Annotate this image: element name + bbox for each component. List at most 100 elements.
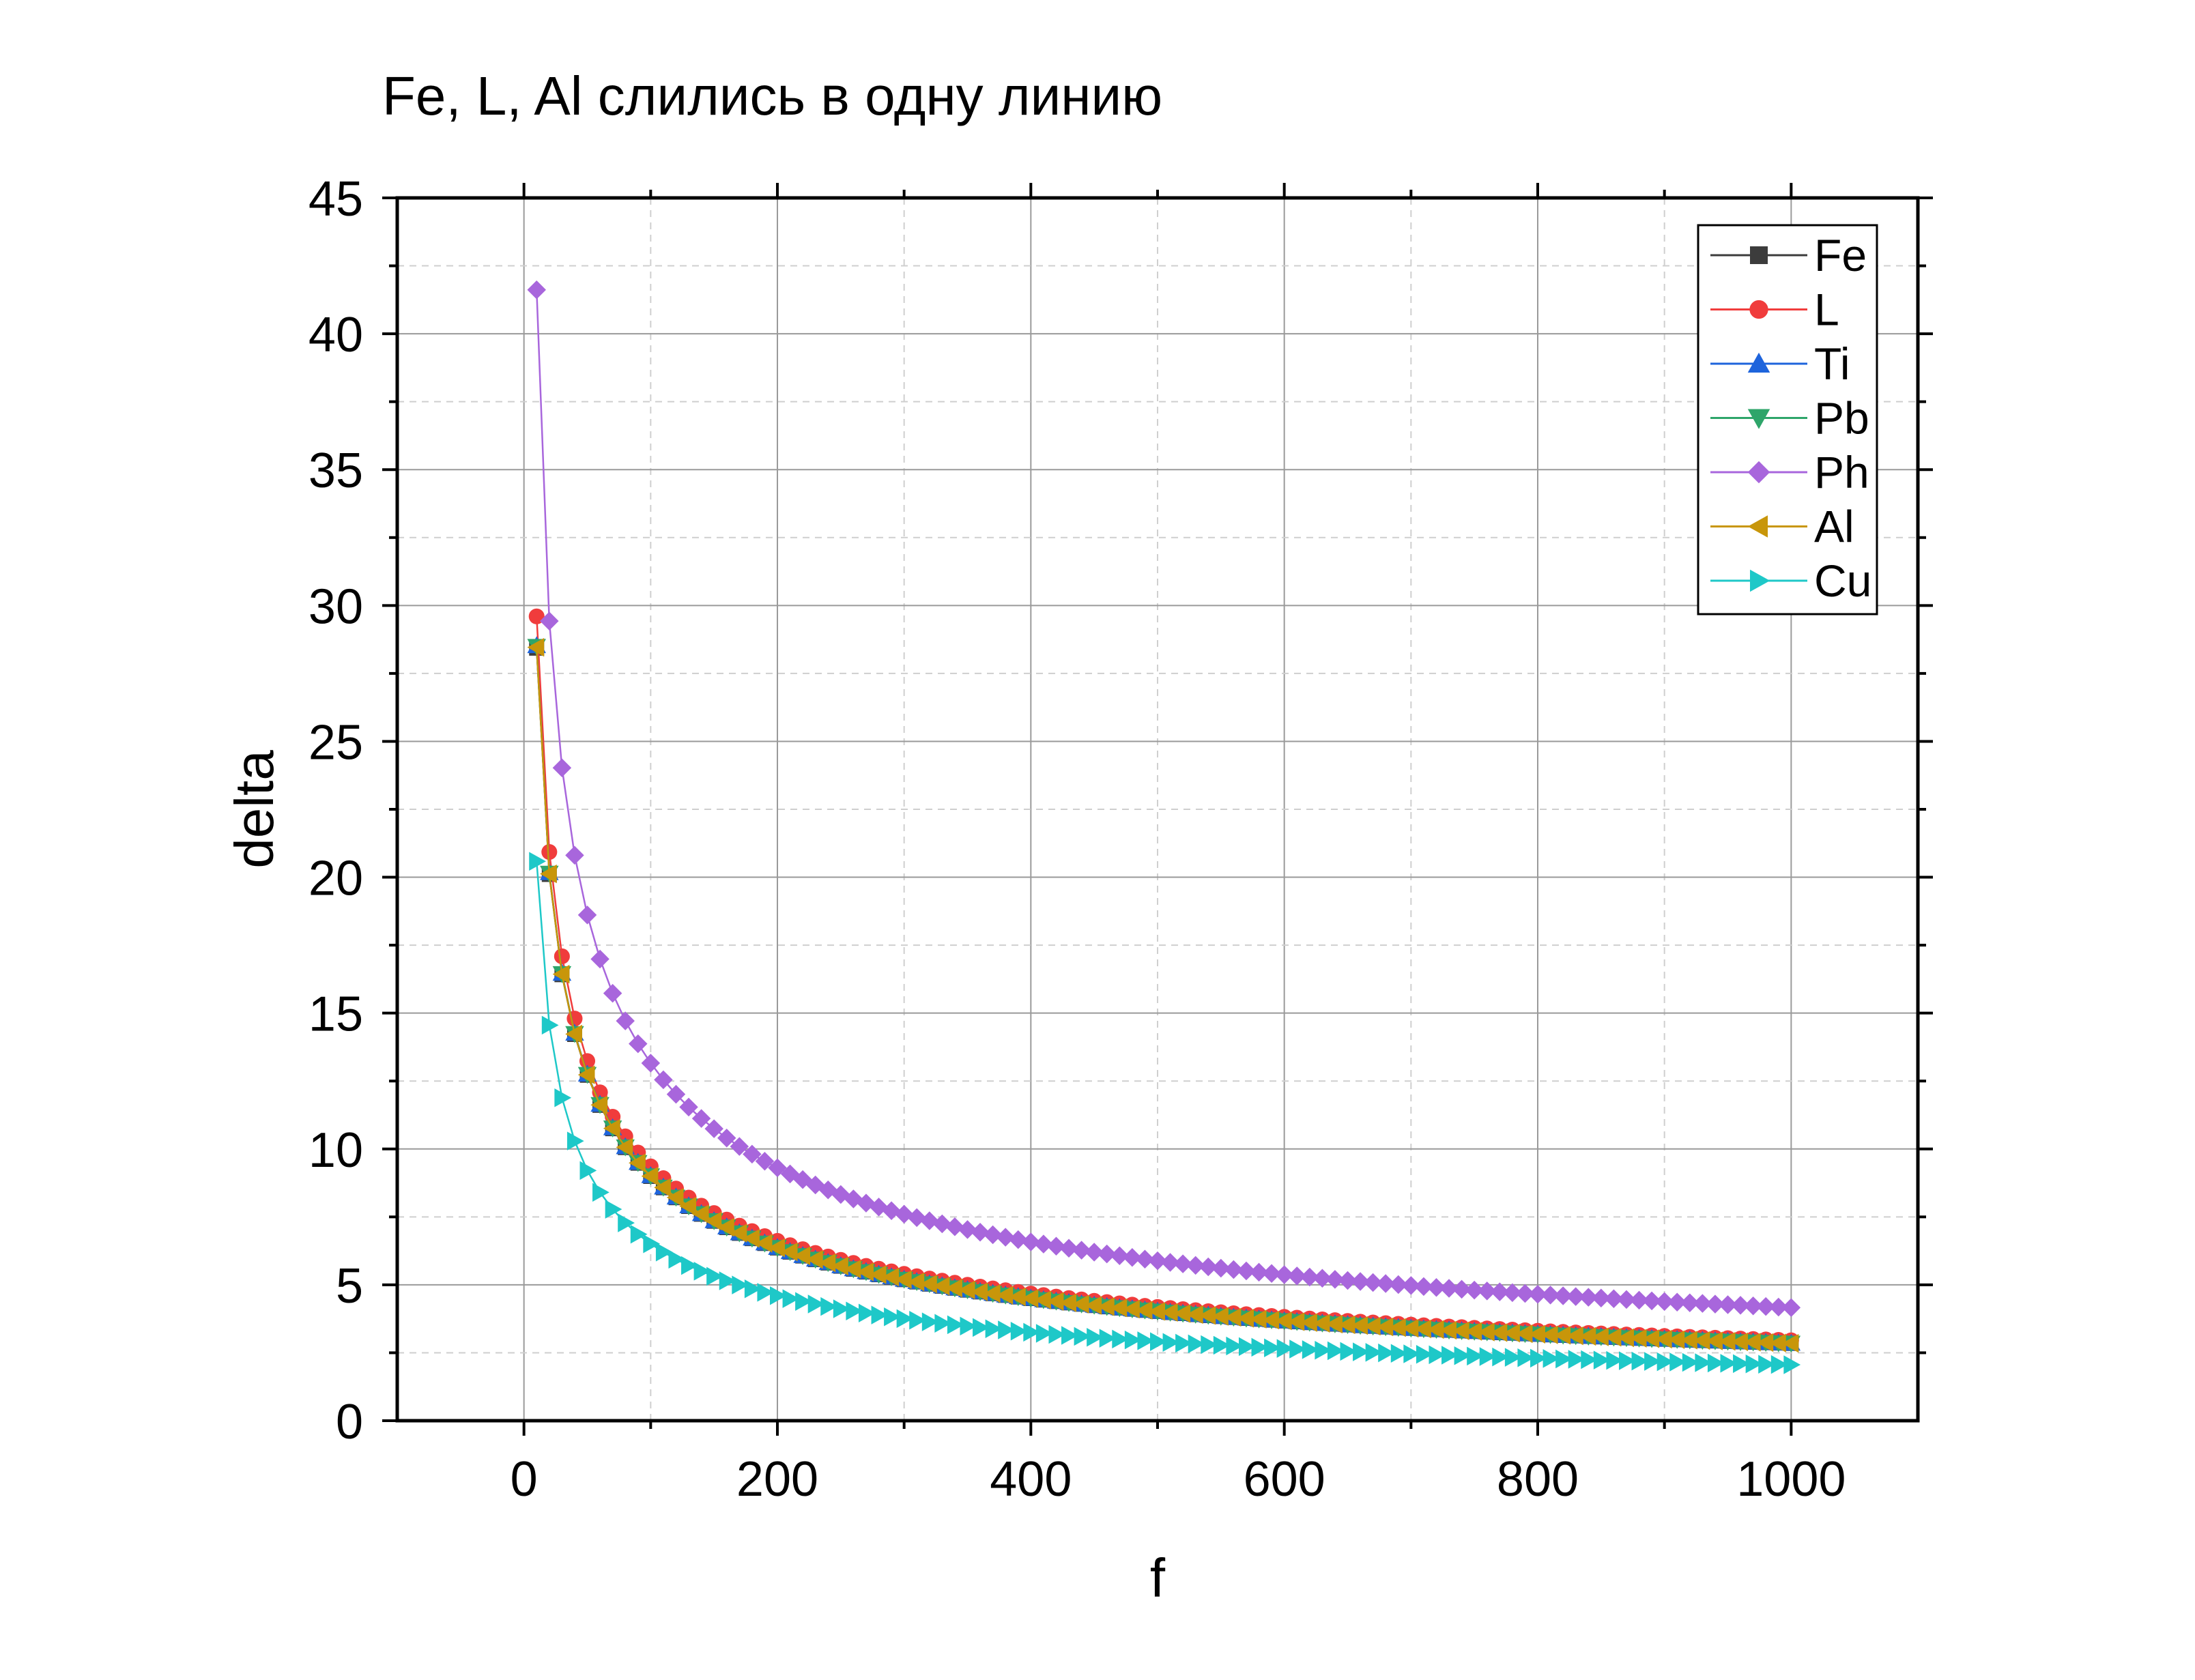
data-point-al xyxy=(679,1196,697,1216)
data-point-al xyxy=(882,1267,900,1287)
y-tick-label: 0 xyxy=(336,1395,363,1449)
data-point-al xyxy=(1654,1329,1672,1349)
data-point-cu xyxy=(1504,1348,1522,1367)
data-point-cu xyxy=(1530,1348,1547,1368)
data-point-al xyxy=(1490,1323,1508,1342)
data-point-ph xyxy=(1338,1271,1358,1290)
data-point-cu xyxy=(1390,1344,1408,1363)
data-point-al xyxy=(1781,1333,1799,1353)
data-point-al xyxy=(1553,1326,1571,1345)
data-point-ph xyxy=(1540,1286,1560,1305)
data-point-cu xyxy=(1251,1337,1269,1357)
data-point-ph xyxy=(527,280,546,300)
data-point-l xyxy=(541,843,558,860)
data-point-ph xyxy=(1731,1296,1750,1315)
data-point-ph xyxy=(1148,1251,1167,1271)
data-point-ph xyxy=(1503,1283,1522,1303)
data-point-cu xyxy=(1315,1340,1332,1360)
data-point-ph xyxy=(616,1011,635,1030)
data-point-ph xyxy=(983,1225,1003,1245)
data-point-ph xyxy=(932,1214,952,1234)
data-point-ph xyxy=(1021,1232,1041,1251)
legend-label: L xyxy=(1814,285,1839,335)
data-point-al xyxy=(743,1229,760,1248)
data-point-ph xyxy=(1173,1254,1192,1273)
data-point-ph xyxy=(1629,1290,1649,1310)
data-point-al xyxy=(996,1286,1014,1305)
data-point-al xyxy=(1515,1324,1533,1344)
series-ph xyxy=(527,280,1801,1318)
data-point-cu xyxy=(605,1200,622,1219)
data-point-al xyxy=(1300,1313,1317,1332)
data-point-cu xyxy=(757,1283,775,1302)
data-point-ph xyxy=(1642,1291,1661,1311)
data-point-cu xyxy=(1150,1332,1167,1351)
data-point-cu xyxy=(1568,1350,1586,1369)
legend-marker xyxy=(1747,409,1770,429)
data-point-ph xyxy=(1389,1275,1408,1294)
data-point-al xyxy=(616,1138,633,1157)
data-point-al xyxy=(1173,1304,1191,1323)
data-point-cu xyxy=(1137,1331,1155,1350)
data-point-cu xyxy=(1035,1324,1053,1343)
legend-marker xyxy=(1747,352,1770,373)
data-point-al xyxy=(945,1278,962,1298)
data-point-al xyxy=(730,1223,747,1243)
data-point-ph xyxy=(1781,1298,1801,1318)
data-point-al xyxy=(894,1270,912,1289)
data-point-ph xyxy=(679,1097,698,1117)
data-point-al xyxy=(1477,1322,1495,1342)
data-point-ph xyxy=(590,949,609,969)
y-tick-label: 35 xyxy=(309,444,363,498)
data-point-al xyxy=(1706,1331,1723,1350)
y-tick-label: 25 xyxy=(309,715,363,770)
data-point-cu xyxy=(1162,1333,1180,1352)
data-point-cu xyxy=(1403,1344,1421,1363)
data-point-cu xyxy=(630,1224,648,1244)
data-point-cu xyxy=(1340,1342,1358,1361)
data-point-al xyxy=(844,1259,861,1279)
data-point-al xyxy=(1097,1297,1115,1316)
data-point-cu xyxy=(985,1319,1003,1338)
data-point-l xyxy=(554,948,570,965)
data-point-ph xyxy=(704,1119,723,1138)
series-ti xyxy=(527,636,1801,1351)
data-point-cu xyxy=(1618,1351,1636,1370)
data-point-cu xyxy=(732,1275,749,1294)
data-point-cu xyxy=(1682,1352,1699,1372)
data-point-al xyxy=(869,1265,887,1284)
data-point-ph xyxy=(717,1128,736,1148)
data-point-cu xyxy=(554,1088,572,1107)
data-point-ph xyxy=(1237,1261,1256,1281)
data-point-cu xyxy=(1378,1343,1395,1363)
data-point-cu xyxy=(1631,1351,1649,1371)
data-point-ph xyxy=(1528,1284,1547,1304)
data-point-cu xyxy=(820,1297,838,1316)
data-point-cu xyxy=(998,1320,1015,1339)
data-point-ph xyxy=(1680,1293,1699,1312)
data-point-ph xyxy=(1426,1277,1446,1297)
data-point-cu xyxy=(1087,1328,1104,1347)
data-point-ph xyxy=(1401,1276,1421,1295)
x-axis-label: f xyxy=(1150,1548,1166,1608)
data-point-ph xyxy=(1072,1241,1091,1260)
data-point-ph xyxy=(755,1152,775,1171)
data-point-al xyxy=(1756,1333,1774,1352)
data-point-ph xyxy=(629,1034,648,1054)
data-point-cu xyxy=(618,1213,635,1232)
data-point-cu xyxy=(1188,1334,1205,1354)
legend-box xyxy=(1697,224,1878,615)
data-point-al xyxy=(1667,1330,1685,1349)
data-point-ph xyxy=(730,1137,749,1156)
data-point-al xyxy=(958,1280,975,1300)
axes: 0 200 400 600 800 1000 0 5 10 15 20 25 30 35 40 45 xyxy=(309,172,1933,1507)
data-point-ph xyxy=(1654,1292,1674,1312)
data-point-cu xyxy=(1226,1336,1244,1356)
data-point-al xyxy=(654,1178,671,1198)
data-point-al xyxy=(629,1153,646,1172)
y-tick-label: 40 xyxy=(309,308,363,362)
data-point-cu xyxy=(1555,1349,1573,1369)
data-point-al xyxy=(1617,1328,1634,1348)
data-point-al xyxy=(1160,1303,1178,1322)
data-point-al xyxy=(793,1246,811,1266)
